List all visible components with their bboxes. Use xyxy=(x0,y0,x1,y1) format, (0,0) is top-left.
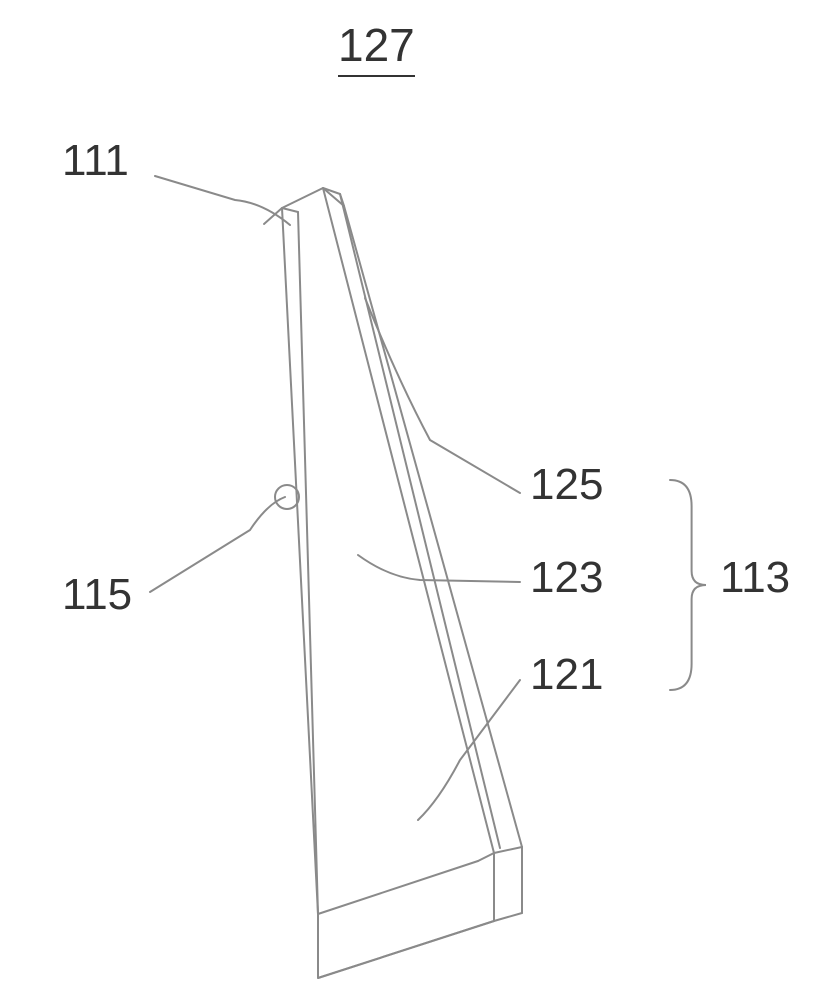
figure-title: 127 xyxy=(338,18,415,72)
ref-label-113: 113 xyxy=(720,553,790,603)
ref-label-text: 113 xyxy=(720,553,790,602)
brace-113 xyxy=(670,480,706,690)
ref-label-text: 123 xyxy=(530,553,603,602)
ref-label-text: 115 xyxy=(62,570,132,619)
ref-label-text: 111 xyxy=(62,136,129,185)
ref-label-121: 121 xyxy=(530,650,603,700)
ref-label-115: 115 xyxy=(62,570,132,620)
ref-label-111: 111 xyxy=(62,136,129,186)
ref-label-text: 121 xyxy=(530,650,603,699)
figure-title-text: 127 xyxy=(338,19,415,77)
chute-shape xyxy=(264,188,522,978)
ref-label-text: 125 xyxy=(530,460,603,509)
leader-lines xyxy=(150,176,520,820)
ref-label-123: 123 xyxy=(530,553,603,603)
ref-label-125: 125 xyxy=(530,460,603,510)
figure-canvas: 127 111 115 125 123 121 113 xyxy=(0,0,838,1000)
